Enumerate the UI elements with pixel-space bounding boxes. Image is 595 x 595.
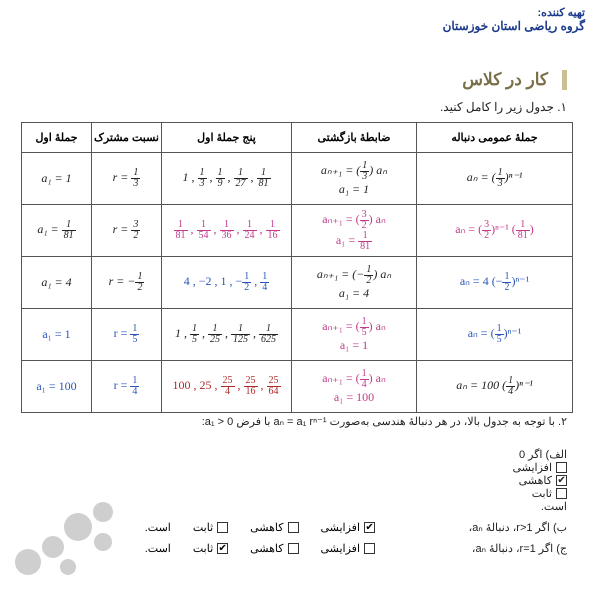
cell-five: 4 , −2 , 1 , −12 , 14 <box>162 257 292 309</box>
checkbox-option[interactable]: ✔ کاهشی <box>397 474 567 487</box>
q2-text: ۲. با توجه به جدول بالا، در هر دنبالهٔ ه… <box>202 416 567 428</box>
cell-five: 181 , 154 , 136 , 124 , 116 <box>162 205 292 257</box>
checkbox-label: ثابت <box>532 487 552 500</box>
table-row: aₙ = (32)ⁿ⁻¹ (181) aₙ₊₁ = (32) aₙa₁ = 18… <box>22 205 573 257</box>
cell-general: aₙ = (32)ⁿ⁻¹ (181) <box>417 205 573 257</box>
instruction-text: ۱. جدول زیر را کامل کنید. <box>440 100 567 114</box>
checkbox-label: افزایشی <box>321 521 360 534</box>
cell-five: 1 , 15 , 125 , 1125 , 1625 <box>162 309 292 361</box>
table-row: aₙ = (13)ⁿ⁻¹ aₙ₊₁ = (13) aₙa₁ = 1 1 , 13… <box>22 153 573 205</box>
cell-first: a₁ = 4 <box>22 257 92 309</box>
cell-ratio: r = 13 <box>92 153 162 205</box>
cell-first: a₁ = 1 <box>22 153 92 205</box>
cell-recursive: aₙ₊₁ = (32) aₙa₁ = 181 <box>292 205 417 257</box>
checkbox-box[interactable] <box>556 462 567 473</box>
option-suffix: است. <box>145 542 171 555</box>
checkbox-label: افزایشی <box>321 542 360 555</box>
checkbox-label: کاهشی <box>250 542 283 555</box>
cell-five: 100 , 25 , 254 , 2516 , 2564 <box>162 361 292 413</box>
cell-recursive: aₙ₊₁ = (13) aₙa₁ = 1 <box>292 153 417 205</box>
table-row: aₙ = (15)ⁿ⁻¹ aₙ₊₁ = (15) aₙa₁ = 1 1 , 15… <box>22 309 573 361</box>
checkbox-label: افزایشی <box>513 461 552 474</box>
cell-general: aₙ = (13)ⁿ⁻¹ <box>417 153 573 205</box>
checkbox-box[interactable] <box>217 522 228 533</box>
checkbox-option[interactable]: افزایشی <box>397 461 567 474</box>
checkbox-box[interactable] <box>364 543 375 554</box>
checkbox-box[interactable]: ✔ <box>556 475 567 486</box>
col-general: جملهٔ عمومی دنباله <box>417 123 573 153</box>
credit-line1: تهیه کننده: <box>443 6 585 19</box>
checkbox-label: ثابت <box>193 521 213 534</box>
col-five: پنج جملهٔ اول <box>162 123 292 153</box>
watermark-logo <box>8 492 128 587</box>
cell-general: aₙ = (15)ⁿ⁻¹ <box>417 309 573 361</box>
checkbox-option[interactable]: ✔ ثابت <box>193 542 228 555</box>
table-row: aₙ = 4 (−12)ⁿ⁻¹ aₙ₊₁ = (−12) aₙa₁ = 4 4 … <box>22 257 573 309</box>
option-label: ج) اگر r=1، دنبالهٔ aₙ، <box>397 542 567 555</box>
cell-recursive: aₙ₊₁ = (−12) aₙa₁ = 4 <box>292 257 417 309</box>
cell-ratio: r = 14 <box>92 361 162 413</box>
option-suffix: است. <box>541 501 567 513</box>
option-label: ب) اگر r>1، دنبالهٔ aₙ، <box>397 521 567 534</box>
option-suffix: است. <box>145 521 171 534</box>
checkbox-option[interactable]: افزایشی <box>321 542 375 555</box>
checkbox-box[interactable] <box>556 488 567 499</box>
option-label: الف) اگر 0 افزایشی ✔ کاهشی ثابت است. <box>397 448 567 513</box>
header-credit: تهیه کننده: گروه ریاضی استان خوزستان <box>443 6 585 33</box>
question-2: ۲. با توجه به جدول بالا، در هر دنبالهٔ ه… <box>28 415 567 428</box>
credit-line2: گروه ریاضی استان خوزستان <box>443 19 585 33</box>
checkbox-box[interactable] <box>288 522 299 533</box>
checkbox-option[interactable]: کاهشی <box>250 542 298 555</box>
col-recursive: ضابطهٔ بازگشتی <box>292 123 417 153</box>
checkbox-option[interactable]: ثابت <box>397 487 567 500</box>
cell-ratio: r = 32 <box>92 205 162 257</box>
checkbox-label: کاهشی <box>250 521 283 534</box>
cell-recursive: aₙ₊₁ = (15) aₙa₁ = 1 <box>292 309 417 361</box>
checkbox-label: ثابت <box>193 542 213 555</box>
checkbox-option[interactable]: ثابت <box>193 521 228 534</box>
cell-first: a₁ = 181 <box>22 205 92 257</box>
cell-recursive: aₙ₊₁ = (14) aₙa₁ = 100 <box>292 361 417 413</box>
col-first: جملهٔ اول <box>22 123 92 153</box>
section-title: کار در کلاس <box>462 70 567 90</box>
checkbox-box[interactable]: ✔ <box>217 543 228 554</box>
cell-ratio: r = −12 <box>92 257 162 309</box>
checkbox-box[interactable] <box>288 543 299 554</box>
checkbox-box[interactable]: ✔ <box>364 522 375 533</box>
cell-general: aₙ = 4 (−12)ⁿ⁻¹ <box>417 257 573 309</box>
checkbox-option[interactable]: ✔ افزایشی <box>321 521 375 534</box>
cell-first: a₁ = 100 <box>22 361 92 413</box>
checkbox-option[interactable]: کاهشی <box>250 521 298 534</box>
sequence-table: جملهٔ عمومی دنباله ضابطهٔ بازگشتی پنج جم… <box>21 122 573 413</box>
table-row: aₙ = 100 (14)ⁿ⁻¹ aₙ₊₁ = (14) aₙa₁ = 100 … <box>22 361 573 413</box>
cell-first: a₁ = 1 <box>22 309 92 361</box>
cell-general: aₙ = 100 (14)ⁿ⁻¹ <box>417 361 573 413</box>
checkbox-label: کاهشی <box>519 474 552 487</box>
cell-five: 1 , 13 , 19 , 127 , 181 <box>162 153 292 205</box>
table-header-row: جملهٔ عمومی دنباله ضابطهٔ بازگشتی پنج جم… <box>22 123 573 153</box>
cell-ratio: r = 15 <box>92 309 162 361</box>
col-ratio: نسبت مشترک <box>92 123 162 153</box>
